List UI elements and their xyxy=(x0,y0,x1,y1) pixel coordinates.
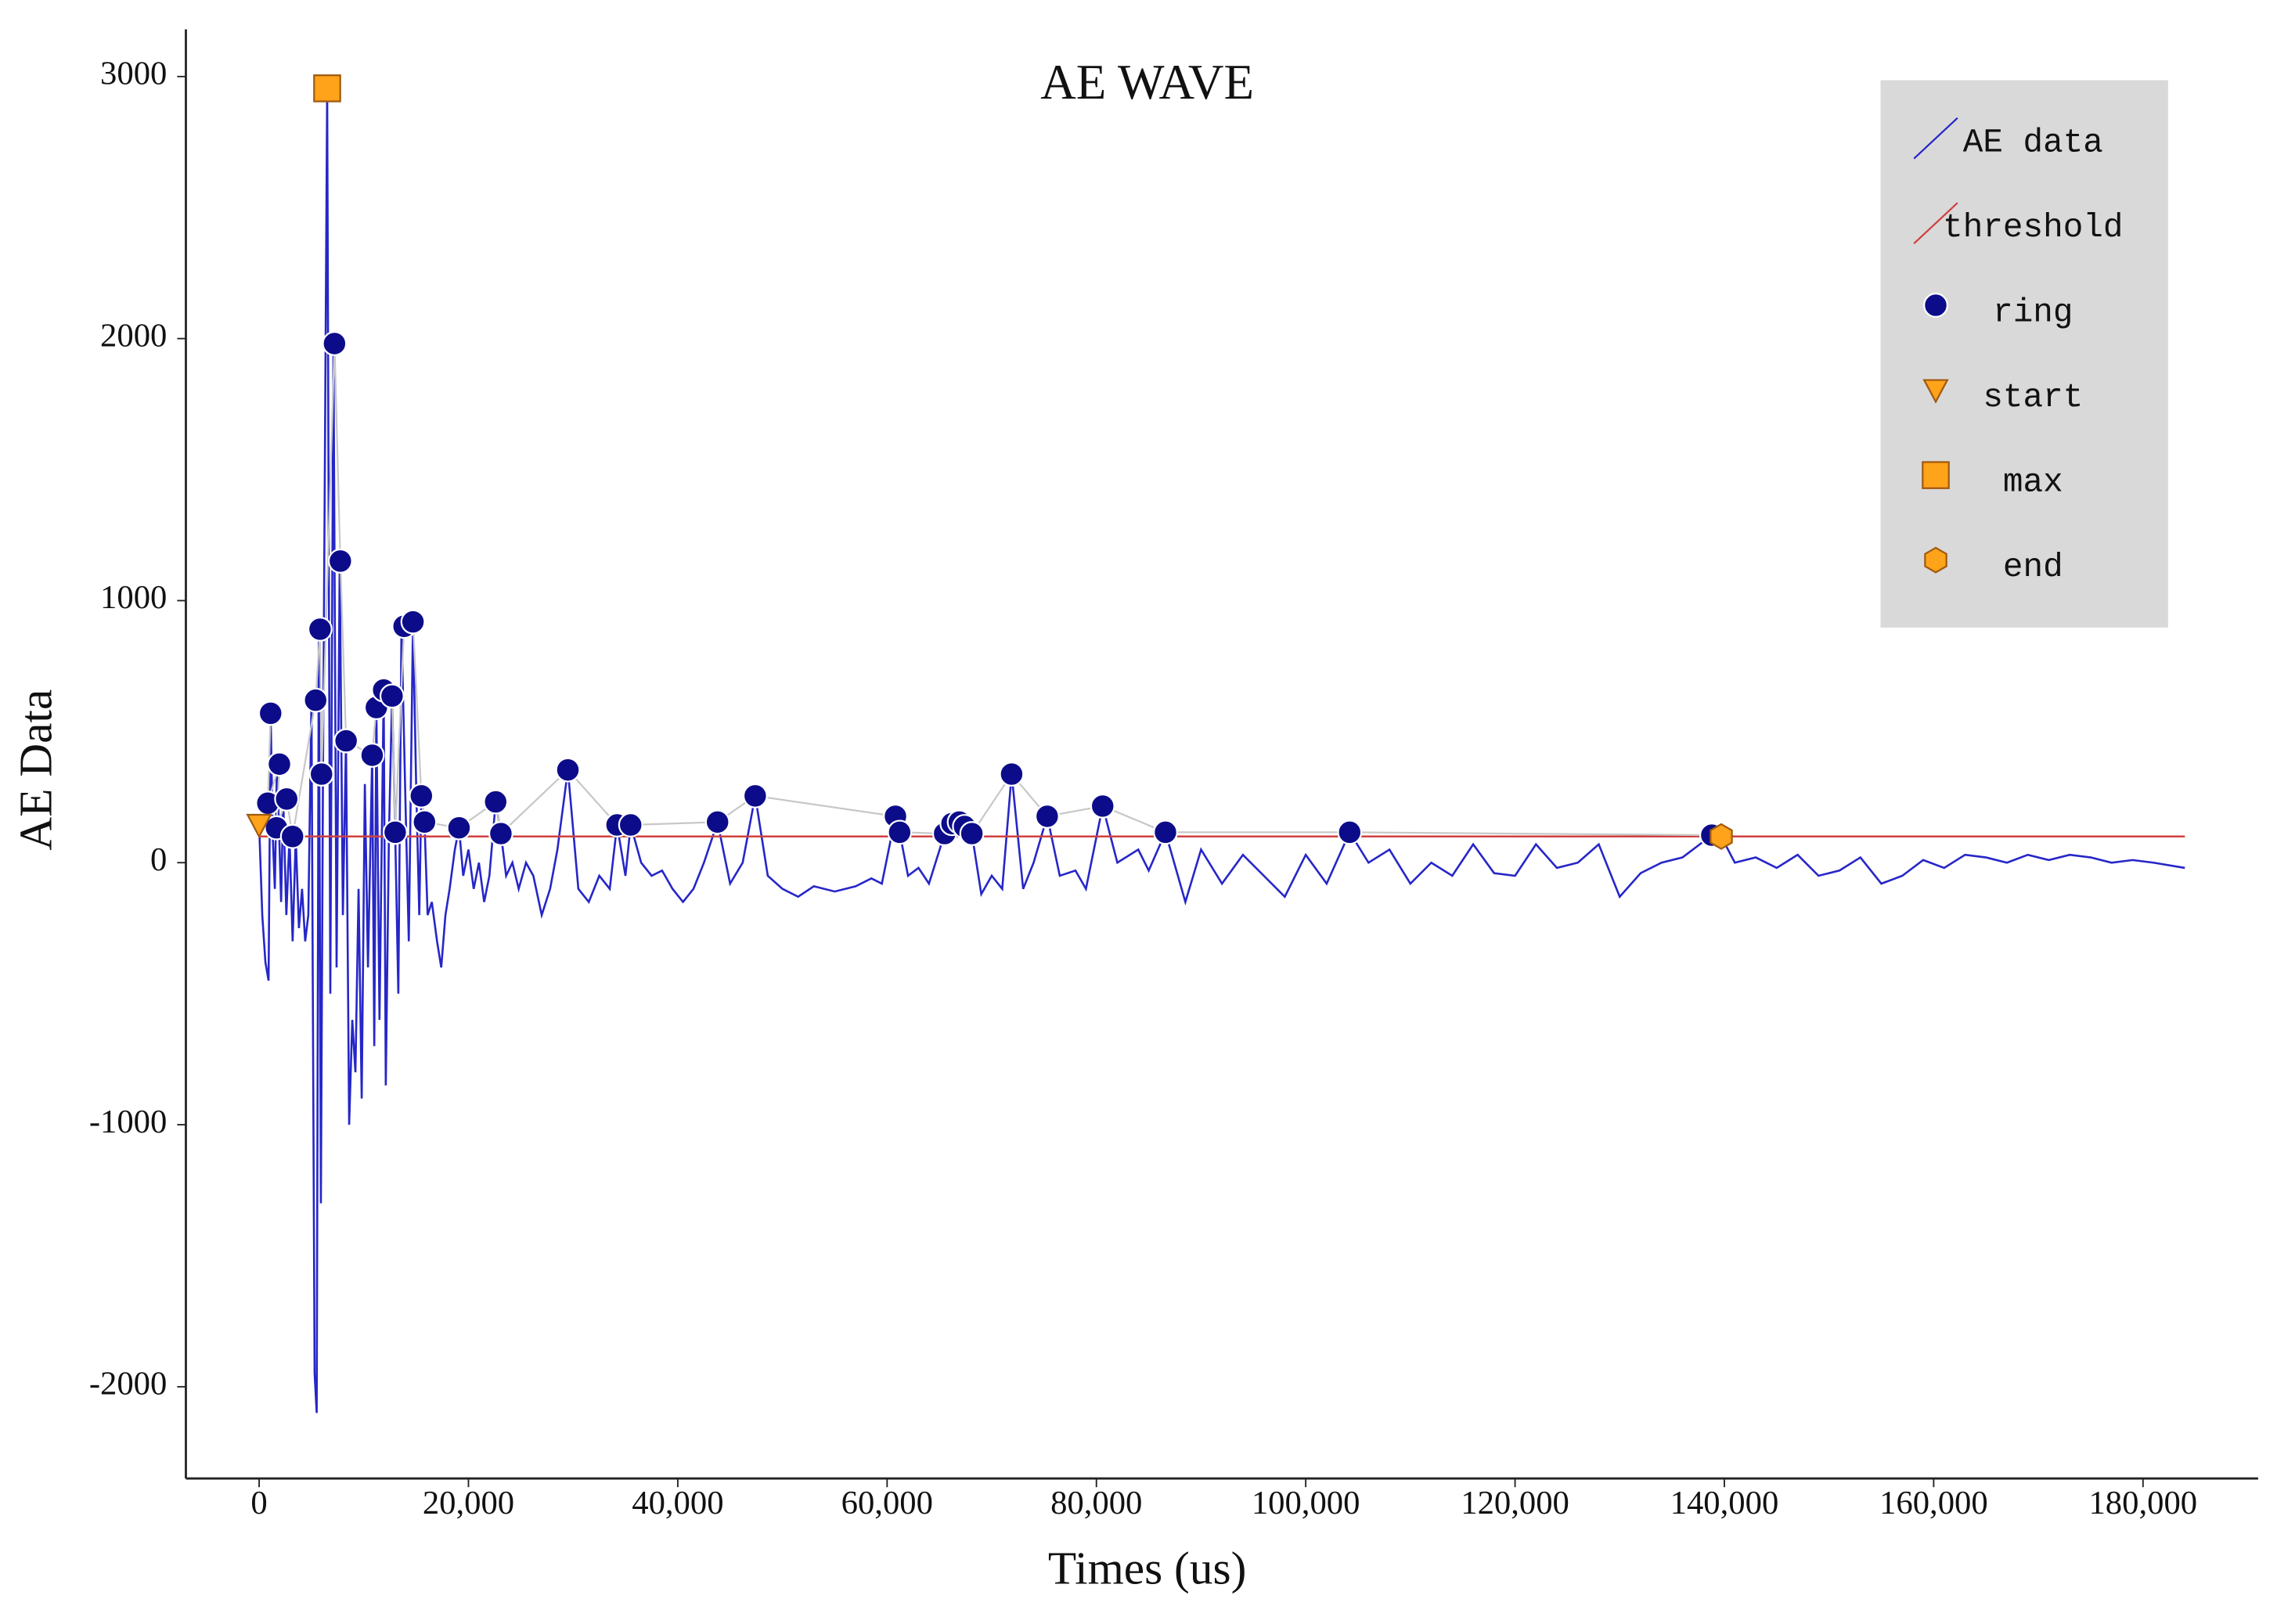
point xyxy=(382,819,408,845)
point xyxy=(409,783,434,808)
x-tick-label: 80,000 xyxy=(1050,1485,1142,1521)
point xyxy=(274,786,300,812)
legend-swatch xyxy=(1922,379,1949,404)
x-tick-label: 160,000 xyxy=(1879,1485,1988,1521)
legend-swatch xyxy=(1924,546,1947,574)
x-tick-label: 60,000 xyxy=(841,1485,933,1521)
legend-label: threshold xyxy=(1943,208,2123,247)
x-tick-label: 0 xyxy=(250,1485,267,1521)
point xyxy=(887,819,913,845)
legend-label: AE data xyxy=(1963,124,2103,162)
point xyxy=(959,821,985,847)
point xyxy=(327,548,353,574)
y-tick-label: 0 xyxy=(150,841,167,878)
legend-box xyxy=(1880,80,2168,628)
x-tick-label: 140,000 xyxy=(1670,1485,1779,1521)
point xyxy=(483,789,509,815)
point xyxy=(267,751,292,777)
point xyxy=(742,783,768,808)
point xyxy=(555,757,581,783)
chart-title: AE WAVE xyxy=(1040,55,1254,110)
x-axis-label: Times (us) xyxy=(1048,1542,1246,1593)
y-tick-label: -2000 xyxy=(89,1366,168,1403)
point xyxy=(618,812,643,837)
y-tick-label: 3000 xyxy=(100,56,167,92)
legend-swatch xyxy=(1913,117,1958,160)
point xyxy=(400,609,426,635)
x-tick-label: 100,000 xyxy=(1252,1485,1360,1521)
legend-swatch xyxy=(1923,293,1948,318)
point xyxy=(246,813,272,839)
point xyxy=(446,815,472,841)
point xyxy=(258,700,283,726)
connector-line xyxy=(267,343,1712,837)
point xyxy=(1090,793,1115,819)
y-tick-label: -1000 xyxy=(89,1104,168,1140)
x-tick-label: 120,000 xyxy=(1461,1485,1569,1521)
point xyxy=(1710,823,1733,850)
x-tick-label: 40,000 xyxy=(632,1485,723,1521)
legend-label: ring xyxy=(1993,293,2073,332)
y-tick-label: 1000 xyxy=(100,579,167,616)
x-tick-label: 180,000 xyxy=(2088,1485,2197,1521)
point xyxy=(1034,804,1060,829)
point xyxy=(1337,819,1363,845)
point xyxy=(308,762,334,787)
point xyxy=(412,809,438,835)
point xyxy=(333,728,359,754)
legend-label: start xyxy=(1983,378,2083,416)
point xyxy=(488,821,513,847)
legend-swatch xyxy=(1922,461,1950,489)
point xyxy=(379,683,405,709)
point xyxy=(1153,819,1178,845)
point xyxy=(359,743,385,768)
y-tick-label: 2000 xyxy=(100,317,167,354)
x-tick-label: 20,000 xyxy=(423,1485,514,1521)
point xyxy=(279,823,305,849)
point xyxy=(303,687,329,713)
point xyxy=(704,809,730,835)
legend-label: end xyxy=(2003,548,2063,586)
point xyxy=(999,762,1025,787)
point xyxy=(313,74,341,103)
series-line xyxy=(258,88,2185,1413)
point xyxy=(322,331,348,356)
legend-swatch xyxy=(1913,202,1958,244)
y-axis-label: AE Data xyxy=(10,690,62,851)
point xyxy=(307,616,333,642)
legend-label: max xyxy=(2003,463,2063,502)
